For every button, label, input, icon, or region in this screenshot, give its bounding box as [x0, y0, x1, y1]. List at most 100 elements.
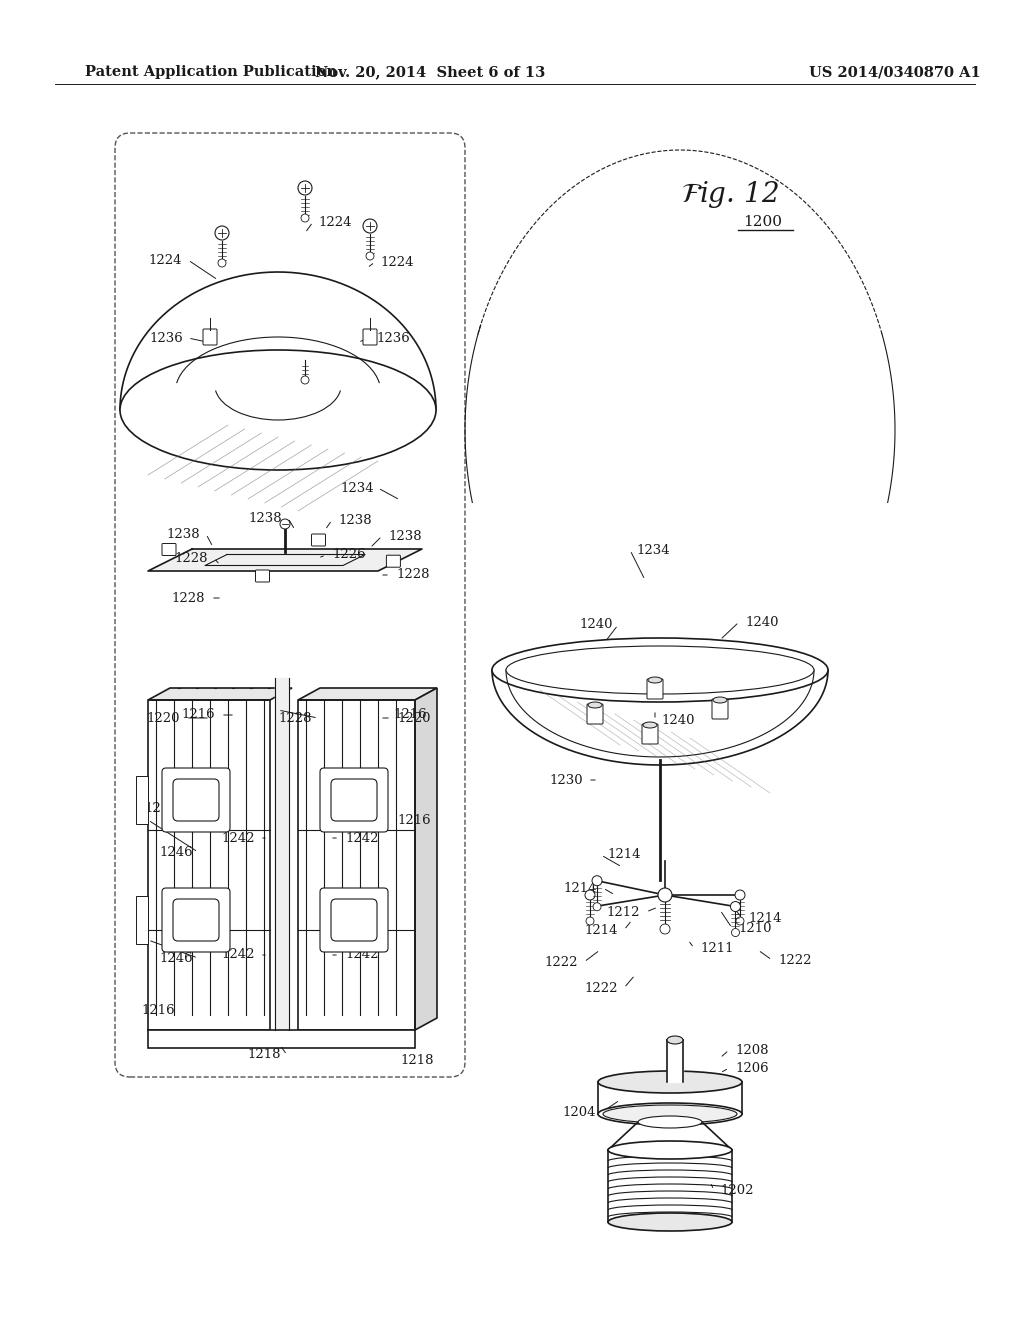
- Circle shape: [586, 917, 594, 925]
- Polygon shape: [492, 671, 828, 766]
- Text: 1228: 1228: [174, 552, 208, 565]
- Polygon shape: [667, 1040, 683, 1082]
- Circle shape: [362, 219, 377, 234]
- Text: 1218: 1218: [400, 1053, 433, 1067]
- Text: 1240: 1240: [745, 615, 778, 628]
- Ellipse shape: [588, 702, 602, 708]
- FancyBboxPatch shape: [331, 899, 377, 941]
- Text: 1238: 1238: [338, 513, 372, 527]
- Text: 1216: 1216: [181, 709, 215, 722]
- Circle shape: [730, 902, 740, 912]
- Text: 1232: 1232: [382, 392, 416, 404]
- Ellipse shape: [638, 1115, 702, 1129]
- Text: 1216: 1216: [141, 1003, 175, 1016]
- Text: Patent Application Publication: Patent Application Publication: [85, 65, 337, 79]
- Circle shape: [736, 917, 744, 925]
- Ellipse shape: [643, 722, 657, 729]
- Text: 1240: 1240: [662, 644, 694, 656]
- Text: 1202: 1202: [720, 1184, 754, 1196]
- Ellipse shape: [608, 1213, 732, 1232]
- Text: 1200: 1200: [743, 215, 782, 228]
- Text: 1212: 1212: [606, 906, 640, 919]
- Circle shape: [301, 214, 309, 222]
- Ellipse shape: [648, 677, 662, 682]
- Text: 1220: 1220: [397, 711, 430, 725]
- Text: 1242: 1242: [345, 949, 379, 961]
- FancyBboxPatch shape: [331, 779, 377, 821]
- FancyBboxPatch shape: [362, 329, 377, 345]
- Text: 1242: 1242: [345, 832, 379, 845]
- FancyBboxPatch shape: [647, 678, 663, 700]
- Circle shape: [658, 888, 672, 902]
- Text: 1246: 1246: [160, 846, 193, 858]
- Text: 1236: 1236: [150, 331, 183, 345]
- Circle shape: [585, 890, 595, 900]
- Text: 1216: 1216: [393, 709, 427, 722]
- Text: 1226: 1226: [332, 549, 366, 561]
- FancyBboxPatch shape: [173, 899, 219, 941]
- FancyBboxPatch shape: [162, 888, 230, 952]
- Polygon shape: [298, 700, 415, 1030]
- Polygon shape: [148, 688, 292, 700]
- Ellipse shape: [598, 1071, 742, 1093]
- Circle shape: [660, 924, 670, 935]
- Text: 1222: 1222: [778, 953, 811, 966]
- Text: 1228: 1228: [171, 591, 205, 605]
- Bar: [136, 896, 148, 944]
- Circle shape: [280, 519, 290, 529]
- Text: 1236: 1236: [376, 331, 410, 345]
- FancyBboxPatch shape: [587, 704, 603, 723]
- FancyBboxPatch shape: [203, 329, 217, 345]
- Text: 1204: 1204: [562, 1106, 596, 1118]
- Text: 1230: 1230: [549, 774, 583, 787]
- Text: 1210: 1210: [738, 921, 771, 935]
- Circle shape: [298, 181, 312, 195]
- Ellipse shape: [492, 638, 828, 702]
- Text: 1224: 1224: [380, 256, 414, 268]
- Text: 1222: 1222: [585, 982, 618, 994]
- Text: $\mathcal{F}$ig. 12: $\mathcal{F}$ig. 12: [681, 180, 779, 210]
- Text: Nov. 20, 2014  Sheet 6 of 13: Nov. 20, 2014 Sheet 6 of 13: [314, 65, 545, 79]
- Text: 1214: 1214: [563, 882, 597, 895]
- Circle shape: [735, 890, 745, 900]
- Text: 1214: 1214: [607, 849, 640, 862]
- Text: 1214: 1214: [748, 912, 781, 924]
- Text: 1246: 1246: [160, 952, 193, 965]
- Text: 1234: 1234: [340, 482, 374, 495]
- Text: 1228: 1228: [396, 569, 429, 582]
- Polygon shape: [148, 700, 270, 1030]
- Ellipse shape: [506, 645, 814, 694]
- Polygon shape: [148, 549, 422, 572]
- Ellipse shape: [667, 1036, 683, 1044]
- Text: 1220: 1220: [146, 711, 180, 725]
- Bar: [136, 776, 148, 824]
- FancyBboxPatch shape: [311, 535, 326, 546]
- Text: 1218: 1218: [248, 1048, 281, 1061]
- Circle shape: [218, 259, 226, 267]
- Text: 1206: 1206: [735, 1061, 769, 1074]
- Ellipse shape: [608, 1140, 732, 1159]
- Bar: [148, 1030, 415, 1048]
- Text: 1234: 1234: [636, 544, 670, 557]
- Text: 1238: 1238: [166, 528, 200, 540]
- Text: 1238: 1238: [249, 511, 282, 524]
- FancyBboxPatch shape: [162, 768, 230, 832]
- Polygon shape: [598, 1082, 742, 1114]
- Circle shape: [215, 226, 229, 240]
- FancyBboxPatch shape: [319, 768, 388, 832]
- Text: 1211: 1211: [700, 941, 733, 954]
- Circle shape: [593, 903, 601, 911]
- Ellipse shape: [603, 1105, 737, 1123]
- Text: 1216: 1216: [397, 813, 431, 826]
- Ellipse shape: [713, 697, 727, 704]
- Polygon shape: [120, 272, 436, 411]
- Circle shape: [366, 252, 374, 260]
- Polygon shape: [415, 688, 437, 1030]
- Text: 1222: 1222: [545, 956, 578, 969]
- Polygon shape: [275, 678, 289, 1030]
- FancyBboxPatch shape: [642, 723, 658, 744]
- Text: 1216: 1216: [144, 801, 178, 814]
- Polygon shape: [608, 1150, 732, 1222]
- Text: 1242: 1242: [221, 832, 255, 845]
- Text: 1224: 1224: [148, 253, 182, 267]
